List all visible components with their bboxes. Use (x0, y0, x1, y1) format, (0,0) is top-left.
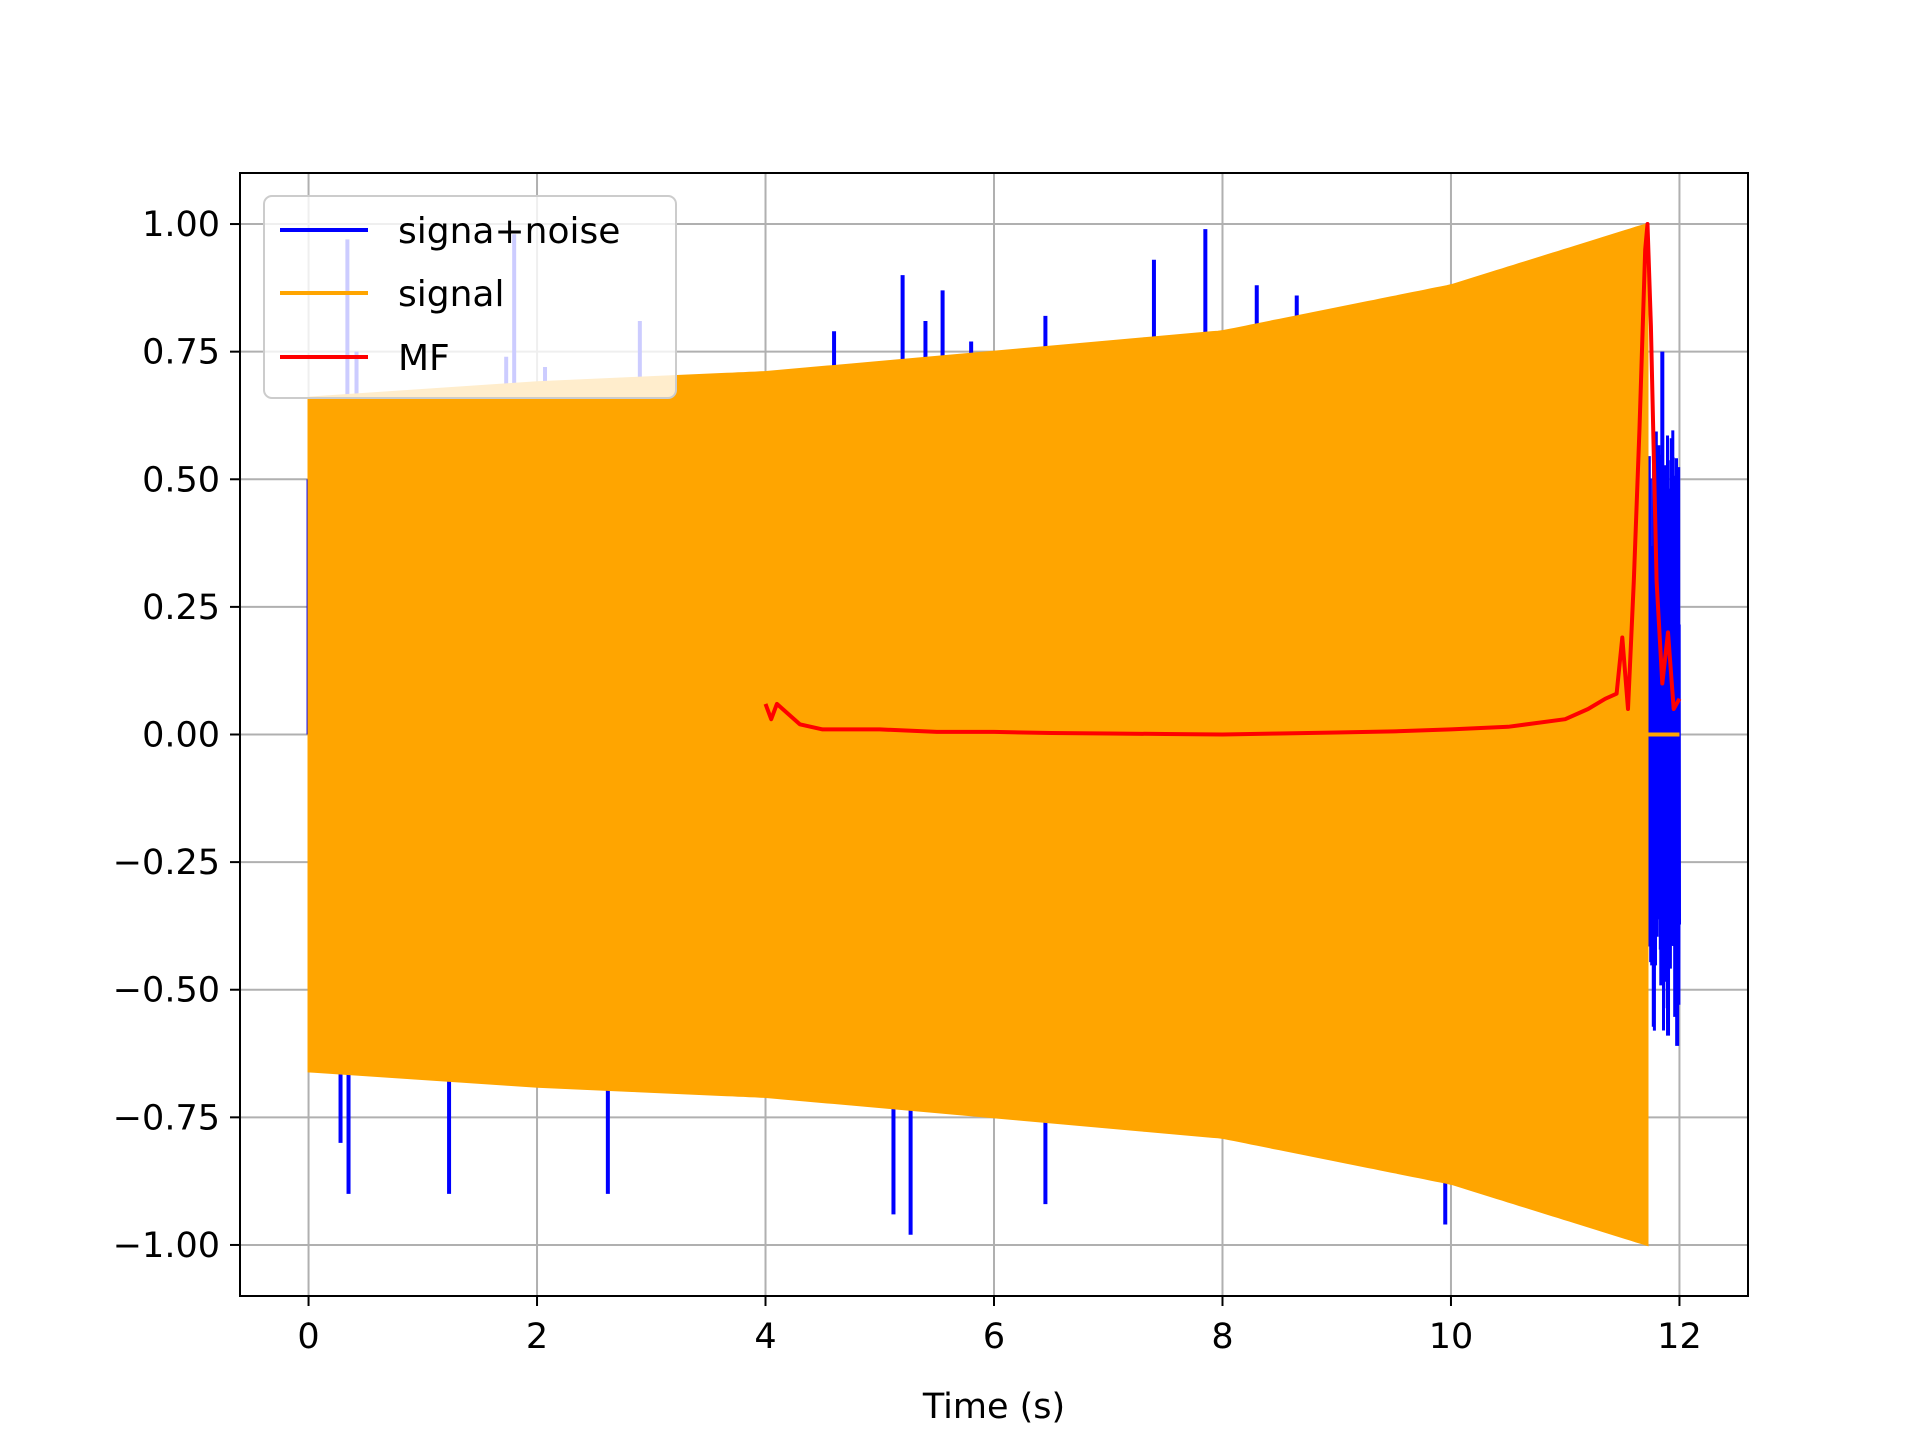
y-axis: 1.00 0.75 0.50 0.25 0.00 −0.25 −0.50 −0.75 −1.00 (113, 205, 240, 1266)
signal-band (307, 222, 1649, 1247)
mf-line (763, 222, 1682, 737)
x-tick-label: 8 (1211, 1317, 1233, 1357)
y-tick-label: 0.00 (142, 716, 220, 756)
noise-tail (1646, 430, 1681, 1031)
x-axis: 0 2 4 6 8 10 12 (297, 1296, 1702, 1357)
y-tick-label: 0.50 (142, 460, 220, 500)
legend-label-signal: signal (398, 274, 505, 315)
legend-label-signal-noise: signa+noise (398, 211, 620, 252)
x-tick-label: 2 (526, 1317, 548, 1357)
x-tick-label: 6 (983, 1317, 1005, 1357)
legend-box (263, 195, 677, 399)
y-tick-label: −0.50 (113, 971, 220, 1011)
x-tick-label: 12 (1657, 1317, 1702, 1357)
legend: signa+noise signal MF (263, 195, 677, 399)
series-signal (307, 222, 1680, 1247)
series-mf (763, 222, 1682, 737)
y-tick-label: 0.25 (142, 588, 220, 628)
y-tick-label: −1.00 (113, 1226, 220, 1266)
y-tick-label: −0.25 (113, 843, 220, 883)
y-tick-label: 1.00 (142, 205, 220, 245)
x-tick-label: 10 (1429, 1317, 1474, 1357)
y-tick-label: 0.75 (142, 333, 220, 373)
x-axis-title: Time (s) (922, 1387, 1065, 1427)
legend-label-mf: MF (398, 338, 450, 379)
x-tick-label: 4 (754, 1317, 776, 1357)
y-tick-label: −0.75 (113, 1098, 220, 1138)
series-layer (306, 222, 1682, 1247)
x-tick-label: 0 (297, 1317, 319, 1357)
